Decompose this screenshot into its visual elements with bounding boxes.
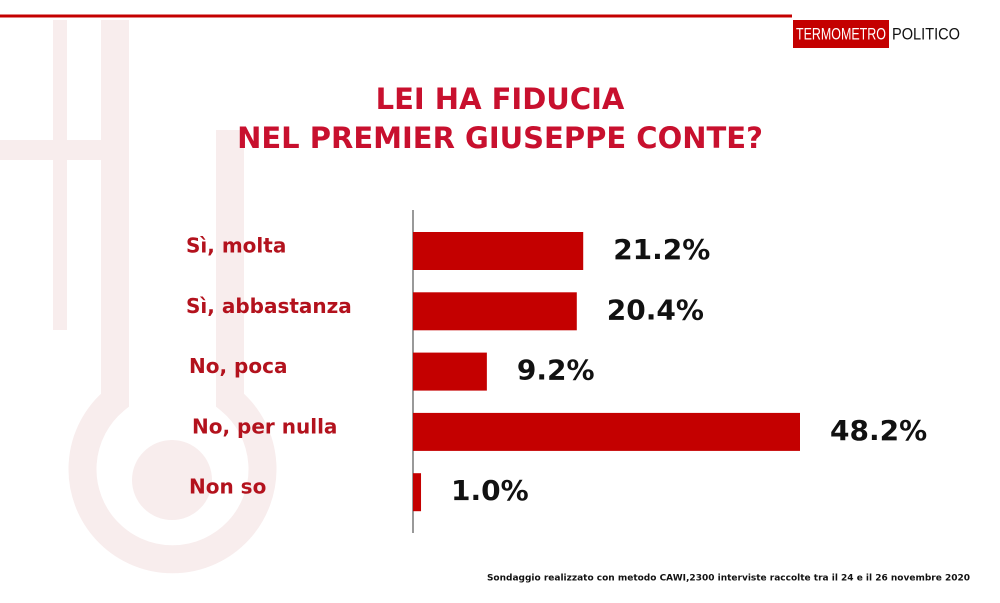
bar: [413, 352, 487, 391]
value-label: 9.2%: [517, 354, 595, 387]
category-label: Sì, molta: [186, 234, 286, 258]
value-label: 20.4%: [607, 293, 704, 326]
source-note: Sondaggio realizzato con metodo CAWI,230…: [487, 574, 970, 584]
value-label: 1.0%: [451, 474, 529, 507]
category-label: Sì, abbastanza: [186, 294, 352, 318]
logo-box: [793, 20, 889, 48]
bar: [413, 473, 422, 512]
category-label: No, poca: [189, 354, 287, 378]
chart-title: LEI HA FIDUCIA: [376, 82, 625, 116]
logo-text: TERMOMETRO: [796, 24, 886, 43]
value-label: 48.2%: [830, 414, 927, 447]
value-label: 21.2%: [613, 233, 710, 266]
background-thermometer: [0, 20, 277, 574]
bar: [413, 232, 584, 270]
bar: [413, 292, 577, 331]
chart-title: NEL PREMIER GIUSEPPE CONTE?: [237, 121, 763, 155]
logo-text: POLITICO: [892, 24, 960, 43]
category-label: Non so: [189, 475, 266, 499]
bar: [413, 412, 800, 451]
category-label: No, per nulla: [192, 414, 337, 438]
